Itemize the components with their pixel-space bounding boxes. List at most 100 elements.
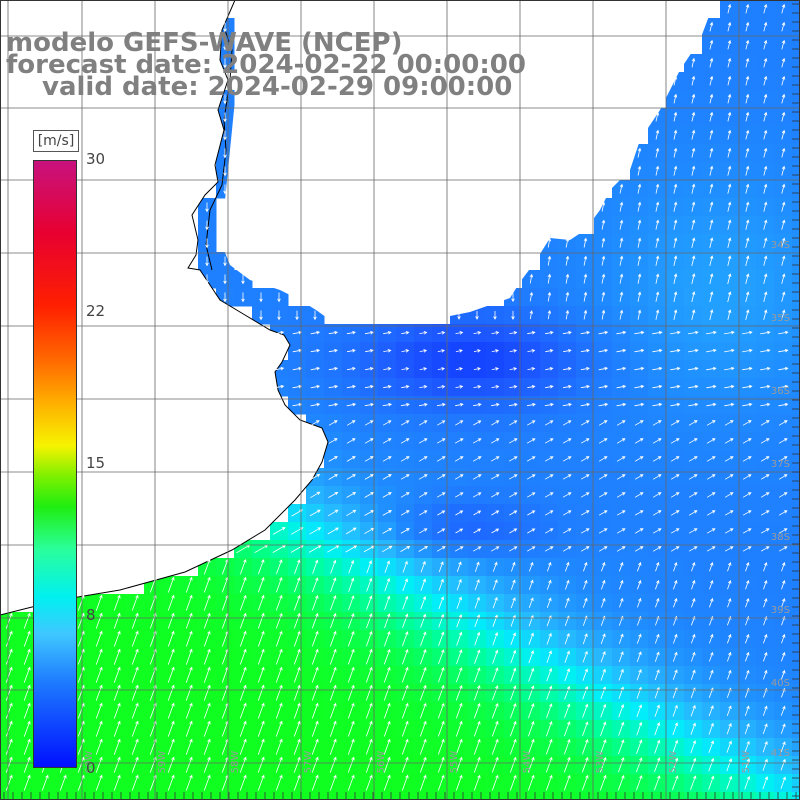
longitude-label: 60W (84, 751, 95, 774)
wind-arrow (706, 384, 717, 389)
wind-cell (792, 126, 800, 145)
wind-arrow (528, 650, 535, 664)
wind-arrow (384, 595, 391, 610)
wind-arrow (780, 776, 786, 789)
wind-arrow (203, 630, 211, 647)
wind-arrow (454, 438, 464, 444)
wind-arrow (491, 510, 500, 516)
wind-arrow (618, 739, 625, 755)
wind-arrow (240, 559, 247, 575)
wind-arrow (709, 255, 714, 266)
wind-arrow (562, 546, 572, 552)
wind-arrow (598, 420, 608, 426)
wind-arrow (131, 756, 139, 773)
wind-arrow (691, 129, 696, 140)
wind-arrow (745, 580, 750, 590)
wind-cell (792, 666, 800, 685)
wind-arrow (113, 720, 121, 737)
wind-arrow (672, 651, 678, 662)
wind-arrow (760, 366, 771, 371)
wind-cell (126, 792, 145, 800)
wind-arrow (294, 559, 301, 575)
wind-arrow (724, 420, 734, 426)
wind-arrow (293, 702, 301, 719)
wind-arrow (527, 349, 536, 353)
wind-arrow (347, 684, 355, 701)
wind-arrow (365, 774, 373, 791)
wind-arrow (637, 237, 642, 248)
wind-arrow (5, 648, 13, 665)
wind-arrow (346, 330, 356, 335)
wind-arrow (456, 596, 462, 609)
wind-arrow (655, 273, 660, 284)
wind-arrow (259, 310, 263, 321)
wind-arrow (763, 291, 768, 303)
wind-arrow (365, 702, 373, 719)
wind-arrow (655, 147, 660, 158)
wind-arrow (455, 684, 463, 701)
wind-arrow (709, 75, 714, 86)
wind-arrow (473, 420, 482, 426)
wind-arrow (455, 420, 464, 426)
wind-arrow (528, 632, 534, 645)
wind-arrow (691, 183, 696, 194)
wind-arrow (455, 738, 463, 755)
wind-arrow (346, 456, 356, 462)
wind-arrow (295, 310, 299, 321)
wind-arrow (727, 129, 732, 140)
wind-arrow (745, 273, 750, 285)
wind-arrow (546, 632, 552, 645)
wind-arrow (419, 720, 427, 737)
wind-arrow (709, 129, 714, 140)
wind-arrow (708, 669, 714, 680)
wind-arrow (727, 669, 732, 680)
wind-arrow (438, 596, 444, 610)
wind-arrow (167, 612, 175, 629)
wind-arrow (346, 474, 356, 480)
wind-arrow (745, 201, 750, 212)
wind-arrow (223, 112, 227, 123)
longitude-label: 57W (303, 751, 314, 774)
wind-cell (198, 792, 217, 800)
wind-arrow (420, 560, 426, 573)
wind-cell (792, 396, 800, 415)
wind-arrow (760, 528, 770, 534)
wind-arrow (600, 703, 607, 718)
wind-arrow (616, 438, 626, 444)
wind-arrow (601, 579, 606, 590)
wind-arrow (203, 738, 211, 755)
wind-arrow (763, 580, 768, 590)
wind-arrow (582, 633, 588, 645)
wind-arrow (346, 509, 357, 517)
wind-arrow (474, 631, 481, 646)
wind-arrow (455, 367, 463, 371)
wind-arrow (309, 509, 321, 517)
wind-arrow (239, 630, 247, 647)
wind-arrow (419, 367, 428, 371)
wind-arrow (582, 721, 589, 737)
wind-arrow (598, 366, 609, 371)
wind-arrow (473, 528, 482, 534)
wind-arrow (655, 579, 660, 590)
frame-ticks (3, 3, 800, 800)
wind-arrow (510, 597, 516, 609)
wind-cell (756, 792, 775, 800)
wind-arrow (762, 741, 768, 753)
wind-arrow (781, 21, 786, 32)
wind-arrow (634, 348, 645, 353)
wind-arrow (673, 183, 678, 194)
wind-arrow (745, 93, 750, 104)
wind-arrow (185, 630, 193, 647)
wind-arrow (781, 147, 786, 158)
wind-arrow (544, 420, 554, 426)
wind-arrow (529, 561, 534, 572)
wind-arrow (727, 651, 732, 662)
wind-arrow (691, 75, 696, 86)
wind-arrow (508, 402, 518, 407)
wind-arrow (259, 292, 263, 303)
wind-arrow (670, 492, 680, 498)
wind-arrow (401, 774, 409, 791)
wind-arrow (636, 686, 642, 699)
wind-arrow (348, 613, 355, 629)
